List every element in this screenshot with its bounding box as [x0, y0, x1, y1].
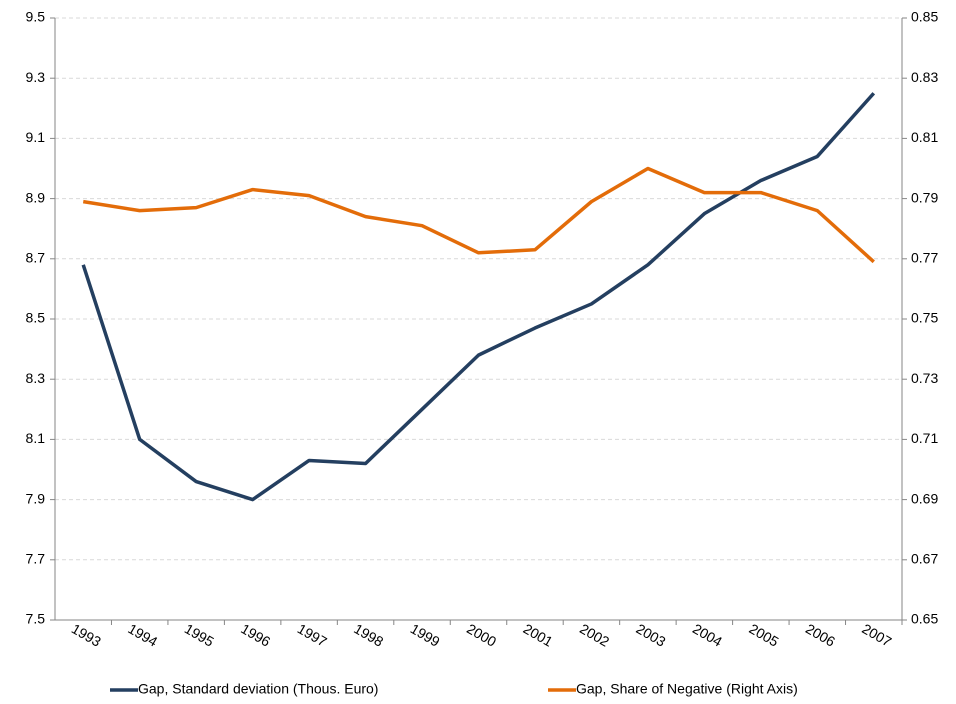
y-tick-label: 8.7: [26, 250, 46, 266]
y2-tick-label: 0.77: [911, 250, 938, 266]
x-tick-label: 2007: [859, 620, 894, 650]
legend-label: Gap, Share of Negative (Right Axis): [576, 681, 798, 697]
y2-tick-label: 0.73: [911, 370, 938, 386]
x-tick-label: 2005: [746, 620, 781, 650]
x-tick-label: 1996: [238, 620, 273, 650]
y-tick-label: 8.3: [26, 370, 46, 386]
y-tick-label: 7.9: [26, 490, 46, 506]
x-tick-label: 1998: [351, 620, 386, 650]
y2-tick-label: 0.85: [911, 9, 938, 25]
x-tick-label: 1999: [408, 620, 443, 650]
y2-tick-label: 0.83: [911, 69, 938, 85]
y2-tick-label: 0.71: [911, 430, 938, 446]
y-tick-label: 9.3: [26, 69, 46, 85]
legend-label: Gap, Standard deviation (Thous. Euro): [138, 681, 378, 697]
y2-tick-label: 0.75: [911, 310, 938, 326]
y-tick-label: 8.9: [26, 189, 46, 205]
series-line: [81, 92, 876, 502]
x-tick-label: 1994: [125, 620, 160, 650]
y2-tick-label: 0.79: [911, 189, 938, 205]
y2-tick-label: 0.81: [911, 129, 938, 145]
x-tick-label: 2003: [634, 620, 669, 650]
y2-tick-label: 0.69: [911, 490, 938, 506]
x-tick-label: 2002: [577, 620, 612, 650]
series-line: [82, 166, 875, 264]
x-tick-label: 2004: [690, 620, 725, 650]
y-tick-label: 9.5: [26, 9, 46, 25]
x-tick-label: 1993: [69, 620, 104, 650]
y-tick-label: 7.7: [26, 551, 46, 567]
x-tick-label: 1995: [182, 620, 217, 650]
y-tick-label: 8.1: [26, 430, 46, 446]
x-tick-label: 1997: [295, 620, 330, 650]
y-tick-label: 7.5: [26, 611, 46, 627]
x-tick-label: 2001: [521, 620, 556, 650]
y-tick-label: 9.1: [26, 129, 46, 145]
y2-tick-label: 0.67: [911, 551, 938, 567]
y-tick-label: 8.5: [26, 310, 46, 326]
x-tick-label: 2000: [464, 620, 499, 650]
y2-tick-label: 0.65: [911, 611, 938, 627]
x-tick-label: 2006: [803, 620, 838, 650]
